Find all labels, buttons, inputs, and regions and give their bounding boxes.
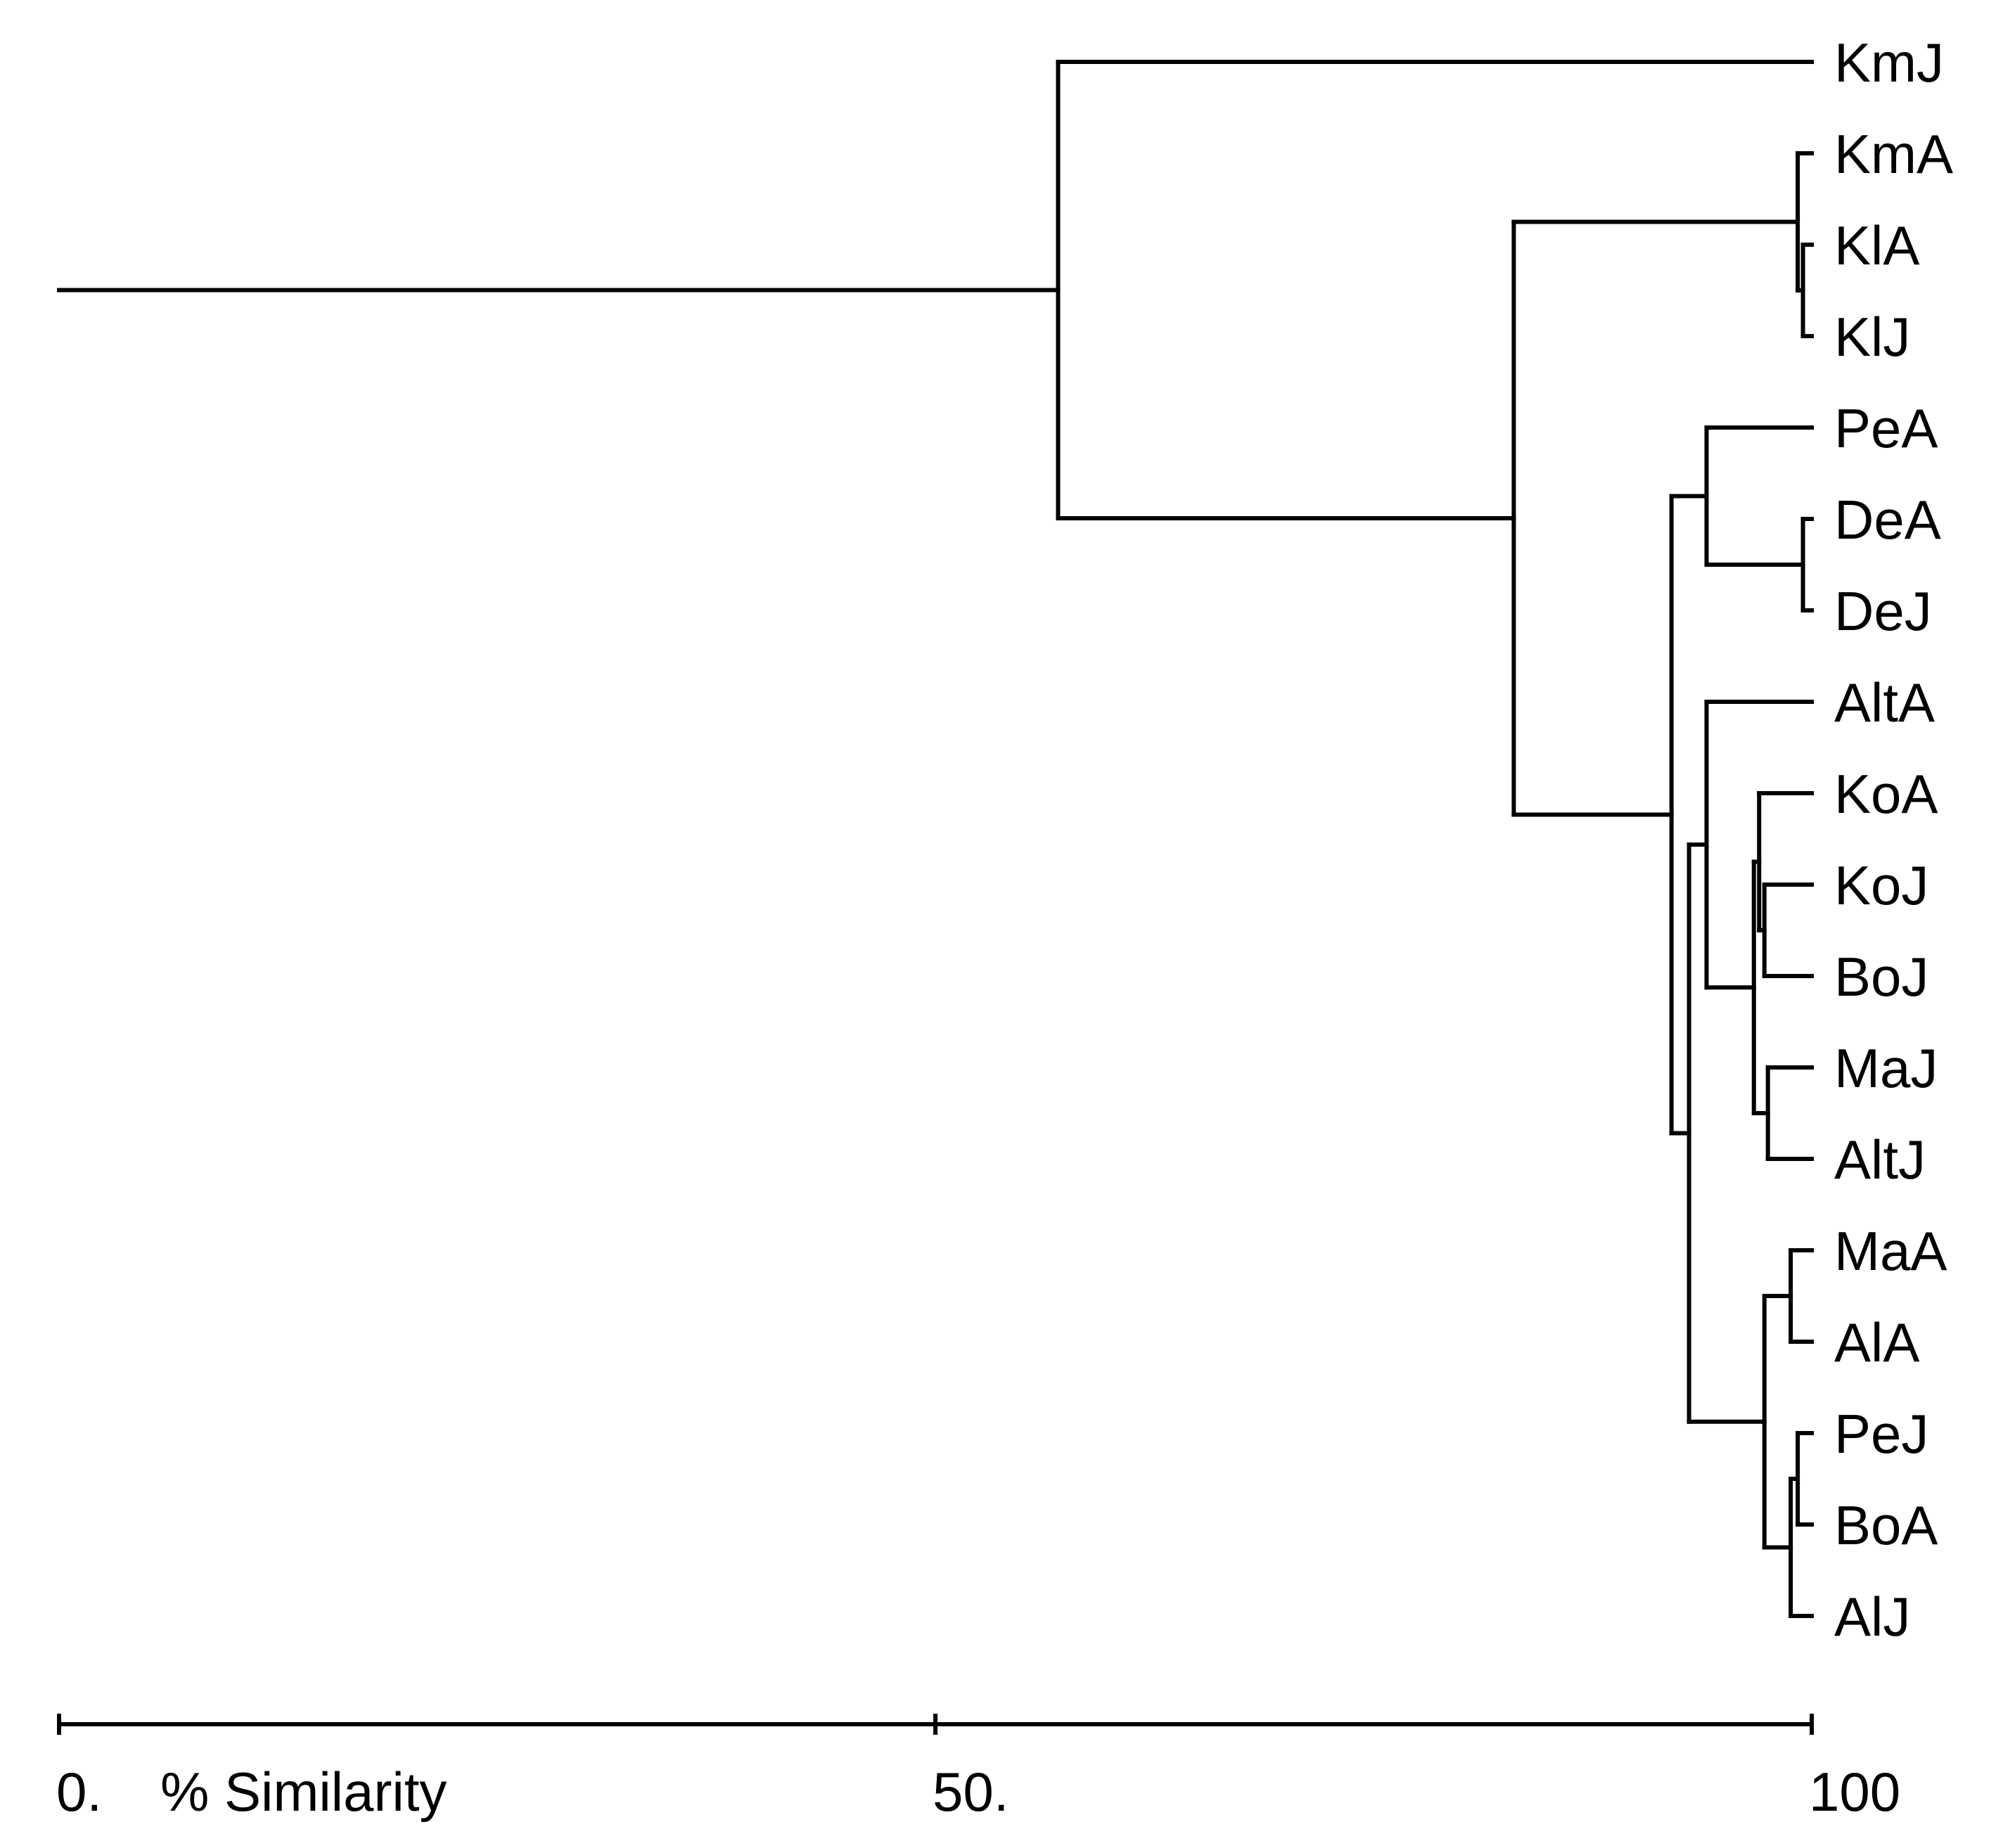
leaf-label-dej: DeJ — [1834, 580, 1932, 642]
leaf-label-alj: AlJ — [1834, 1586, 1910, 1648]
leaf-label-altj: AltJ — [1834, 1129, 1926, 1191]
leaf-label-koa: KoA — [1834, 763, 1938, 825]
leaf-label-maa: MaA — [1834, 1220, 1947, 1282]
axis-ticks: 0. 50. 100 — [56, 1714, 1900, 1823]
leaf-label-maj: MaJ — [1834, 1037, 1938, 1099]
leaf-label-pej: PeJ — [1834, 1403, 1928, 1465]
leaf-label-ala: AlA — [1834, 1311, 1919, 1373]
leaf-label-pea: PeA — [1834, 397, 1938, 459]
leaf-label-boa: BoA — [1834, 1494, 1938, 1556]
leaf-labels: KmJ KmA KlA KlJ PeA DeA DeJ AltA KoA KoJ BoJ MaJ Alt… — [1834, 32, 1953, 1648]
axis-tick-label: 100 — [1809, 1761, 1900, 1823]
axis-tick-label: 50. — [933, 1761, 1009, 1823]
leaf-label-boj: BoJ — [1834, 946, 1928, 1008]
leaf-label-dea: DeA — [1834, 489, 1941, 551]
leaf-label-kma: KmA — [1834, 123, 1953, 185]
axis-tick-label: 0. — [56, 1761, 102, 1823]
leaf-label-kmj: KmJ — [1834, 32, 1944, 94]
leaf-label-koj: KoJ — [1834, 854, 1928, 916]
axis-label: % Similarity — [160, 1761, 447, 1823]
similarity-axis: 0. 50. 100 % Similarity — [56, 1714, 1900, 1823]
tree-branches — [57, 60, 1814, 1618]
leaf-label-kla: KlA — [1834, 214, 1919, 276]
leaf-label-klj: KlJ — [1834, 306, 1910, 368]
leaf-label-alta: AltA — [1834, 672, 1935, 733]
